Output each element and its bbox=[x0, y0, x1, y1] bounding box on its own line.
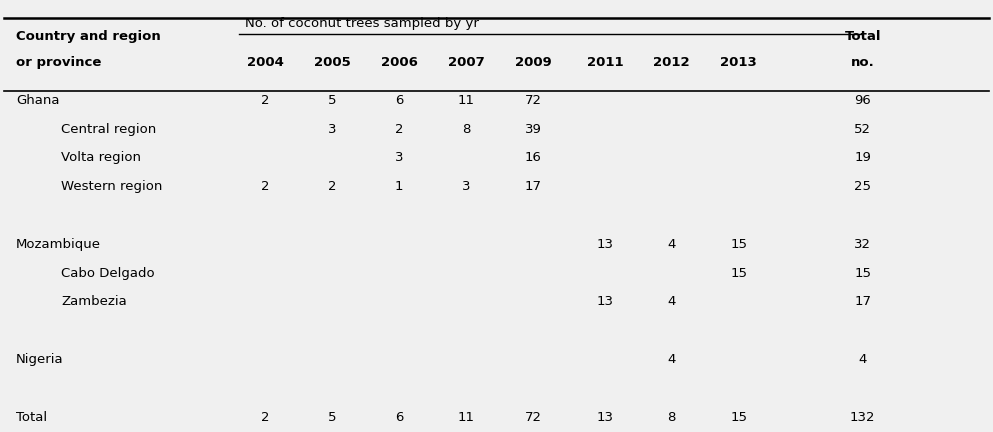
Text: 8: 8 bbox=[667, 410, 676, 424]
Text: Nigeria: Nigeria bbox=[16, 353, 64, 366]
Text: 2004: 2004 bbox=[246, 56, 284, 69]
Text: 2: 2 bbox=[395, 123, 403, 136]
Text: Western region: Western region bbox=[62, 180, 163, 193]
Text: 2: 2 bbox=[261, 410, 269, 424]
Text: 3: 3 bbox=[462, 180, 471, 193]
Text: 32: 32 bbox=[854, 238, 871, 251]
Text: 96: 96 bbox=[854, 94, 871, 107]
Text: 15: 15 bbox=[730, 267, 747, 280]
Text: 11: 11 bbox=[458, 94, 475, 107]
Text: 4: 4 bbox=[859, 353, 867, 366]
Text: 5: 5 bbox=[328, 94, 337, 107]
Text: Cabo Delgado: Cabo Delgado bbox=[62, 267, 155, 280]
Text: 6: 6 bbox=[395, 410, 403, 424]
Text: 25: 25 bbox=[854, 180, 871, 193]
Text: 2: 2 bbox=[328, 180, 337, 193]
Text: 3: 3 bbox=[395, 151, 403, 164]
Text: Volta region: Volta region bbox=[62, 151, 141, 164]
Text: 2013: 2013 bbox=[720, 56, 757, 69]
Text: 5: 5 bbox=[328, 410, 337, 424]
Text: 2: 2 bbox=[261, 94, 269, 107]
Text: 15: 15 bbox=[730, 410, 747, 424]
Text: 13: 13 bbox=[597, 238, 614, 251]
Text: 52: 52 bbox=[854, 123, 871, 136]
Text: Total: Total bbox=[844, 30, 881, 43]
Text: 8: 8 bbox=[462, 123, 470, 136]
Text: 13: 13 bbox=[597, 295, 614, 308]
Text: 4: 4 bbox=[667, 238, 676, 251]
Text: Total: Total bbox=[16, 410, 47, 424]
Text: 17: 17 bbox=[524, 180, 541, 193]
Text: 2: 2 bbox=[261, 180, 269, 193]
Text: 2009: 2009 bbox=[514, 56, 551, 69]
Text: 2011: 2011 bbox=[587, 56, 624, 69]
Text: 15: 15 bbox=[854, 267, 871, 280]
Text: 13: 13 bbox=[597, 410, 614, 424]
Text: Mozambique: Mozambique bbox=[16, 238, 101, 251]
Text: 72: 72 bbox=[524, 94, 541, 107]
Text: 16: 16 bbox=[524, 151, 541, 164]
Text: 132: 132 bbox=[850, 410, 876, 424]
Text: Country and region: Country and region bbox=[16, 30, 161, 43]
Text: 2012: 2012 bbox=[653, 56, 690, 69]
Text: 72: 72 bbox=[524, 410, 541, 424]
Text: 2005: 2005 bbox=[314, 56, 351, 69]
Text: 2006: 2006 bbox=[380, 56, 417, 69]
Text: 1: 1 bbox=[395, 180, 403, 193]
Text: 17: 17 bbox=[854, 295, 871, 308]
Text: 11: 11 bbox=[458, 410, 475, 424]
Text: No. of coconut trees sampled by yr: No. of coconut trees sampled by yr bbox=[245, 17, 480, 30]
Text: 15: 15 bbox=[730, 238, 747, 251]
Text: 39: 39 bbox=[524, 123, 541, 136]
Text: Central region: Central region bbox=[62, 123, 157, 136]
Text: 6: 6 bbox=[395, 94, 403, 107]
Text: Ghana: Ghana bbox=[16, 94, 60, 107]
Text: Zambezia: Zambezia bbox=[62, 295, 127, 308]
Text: no.: no. bbox=[851, 56, 875, 69]
Text: 4: 4 bbox=[667, 353, 676, 366]
Text: 2007: 2007 bbox=[448, 56, 485, 69]
Text: 4: 4 bbox=[667, 295, 676, 308]
Text: 19: 19 bbox=[854, 151, 871, 164]
Text: or province: or province bbox=[16, 56, 101, 69]
Text: 3: 3 bbox=[328, 123, 337, 136]
